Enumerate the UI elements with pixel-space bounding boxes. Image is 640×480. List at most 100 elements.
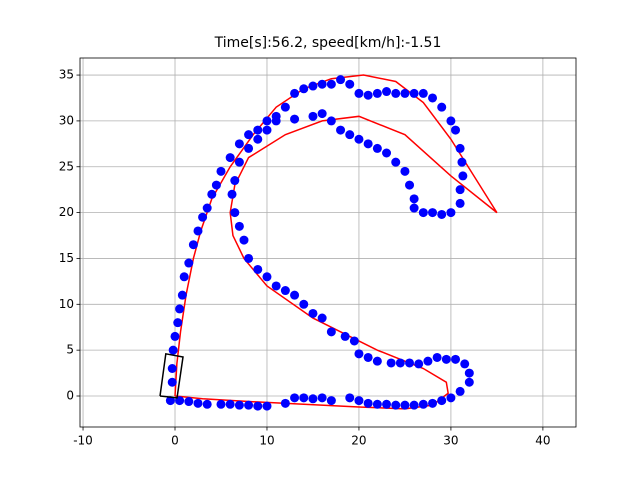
axes-frame [79, 57, 577, 428]
trajectory-point [207, 189, 217, 199]
trajectory-point [457, 157, 467, 167]
trajectory-point [198, 212, 208, 222]
trajectory-point [409, 400, 419, 410]
trajectory-point [451, 354, 461, 364]
trajectory-point [262, 401, 272, 411]
x-tick-label: 20 [351, 434, 366, 448]
trajectory-point [244, 253, 254, 263]
trajectory-point [239, 235, 249, 245]
trajectory-point [290, 393, 300, 403]
trajectory-point [326, 396, 336, 406]
trajectory-point [280, 102, 290, 112]
trajectory-point [280, 398, 290, 408]
trajectory-point [234, 139, 244, 149]
trajectory-point [230, 208, 240, 218]
trajectory-point [446, 116, 456, 126]
trajectory-point [271, 281, 281, 291]
trajectory-point [446, 208, 456, 218]
trajectory-point [391, 157, 401, 167]
trajectory-point [168, 345, 178, 355]
trajectory-point [336, 75, 346, 85]
trajectory-point [175, 304, 185, 314]
trajectory-point [244, 143, 254, 153]
trajectory-point [253, 401, 263, 411]
trajectory-point [464, 368, 474, 378]
trajectory-point [395, 358, 405, 368]
trajectory-point [460, 359, 470, 369]
trajectory-point [290, 114, 300, 124]
trajectory-point [437, 102, 447, 112]
trajectory-point [455, 143, 465, 153]
trajectory-point [340, 331, 350, 341]
x-tick-label: 40 [535, 434, 550, 448]
trajectory-point [234, 400, 244, 410]
y-tick-label: 20 [59, 205, 74, 219]
x-tick-label: 0 [171, 434, 179, 448]
trajectory-point [193, 226, 203, 236]
trajectory-point [167, 363, 177, 373]
trajectory-point [299, 299, 309, 309]
trajectory-point [464, 377, 474, 387]
trajectory-point [262, 125, 272, 135]
trajectory-point [253, 134, 263, 144]
trajectory-point [382, 148, 392, 158]
trajectory-point [382, 399, 392, 409]
trajectory-point [308, 81, 318, 91]
trajectory-point [184, 258, 194, 268]
trajectory-point [446, 393, 456, 403]
trajectory-point [363, 352, 373, 362]
y-tick-label: 0 [66, 389, 74, 403]
trajectory-point [372, 356, 382, 366]
trajectory-point [437, 396, 447, 406]
trajectory-point [441, 354, 451, 364]
trajectory-point [225, 153, 235, 163]
trajectory-point [451, 125, 461, 135]
trajectory-point [418, 399, 428, 409]
trajectory-point [428, 93, 438, 103]
trajectory-point [326, 79, 336, 89]
trajectory-point [405, 180, 415, 190]
trajectory-point [345, 130, 355, 140]
x-tick-label: -10 [73, 434, 93, 448]
trajectory-point [317, 109, 327, 119]
trajectory-point [455, 185, 465, 195]
trajectory-point [244, 130, 254, 140]
trajectory-point [234, 221, 244, 231]
trajectory-point [336, 125, 346, 135]
trajectory-point [299, 84, 309, 94]
trajectory-point [317, 393, 327, 403]
trajectory-point [386, 358, 396, 368]
y-tick-label: 35 [59, 68, 74, 82]
trajectory-point [400, 400, 410, 410]
trajectory-point [262, 116, 272, 126]
trajectory-point [308, 111, 318, 121]
trajectory-point [382, 87, 392, 97]
trajectory-point [428, 398, 438, 408]
trajectory-point [409, 203, 419, 213]
trajectory-point [458, 171, 468, 181]
y-tick-label: 15 [59, 251, 74, 265]
trajectory-point [400, 88, 410, 98]
trajectory-point [326, 116, 336, 126]
trajectory-point [227, 189, 237, 199]
trajectory-point [308, 394, 318, 404]
trajectory-point [253, 125, 263, 135]
trajectory-point [170, 331, 180, 341]
trajectory-point [391, 88, 401, 98]
trajectory-point [391, 400, 401, 410]
trajectory-point [326, 327, 336, 337]
trajectory-point [193, 398, 203, 408]
trajectory-point [308, 308, 318, 318]
trajectory-point [372, 399, 382, 409]
trajectory-point [202, 203, 212, 213]
trajectory-point [202, 399, 212, 409]
trajectory-point [165, 396, 175, 406]
trajectory-point [188, 240, 198, 250]
trajectory-point [372, 143, 382, 153]
trajectory-point [372, 88, 382, 98]
path-line [159, 352, 184, 399]
trajectory-point [230, 176, 240, 186]
trajectory-point [280, 286, 290, 296]
trajectory-point [184, 397, 194, 407]
y-tick-label: 5 [66, 343, 74, 357]
